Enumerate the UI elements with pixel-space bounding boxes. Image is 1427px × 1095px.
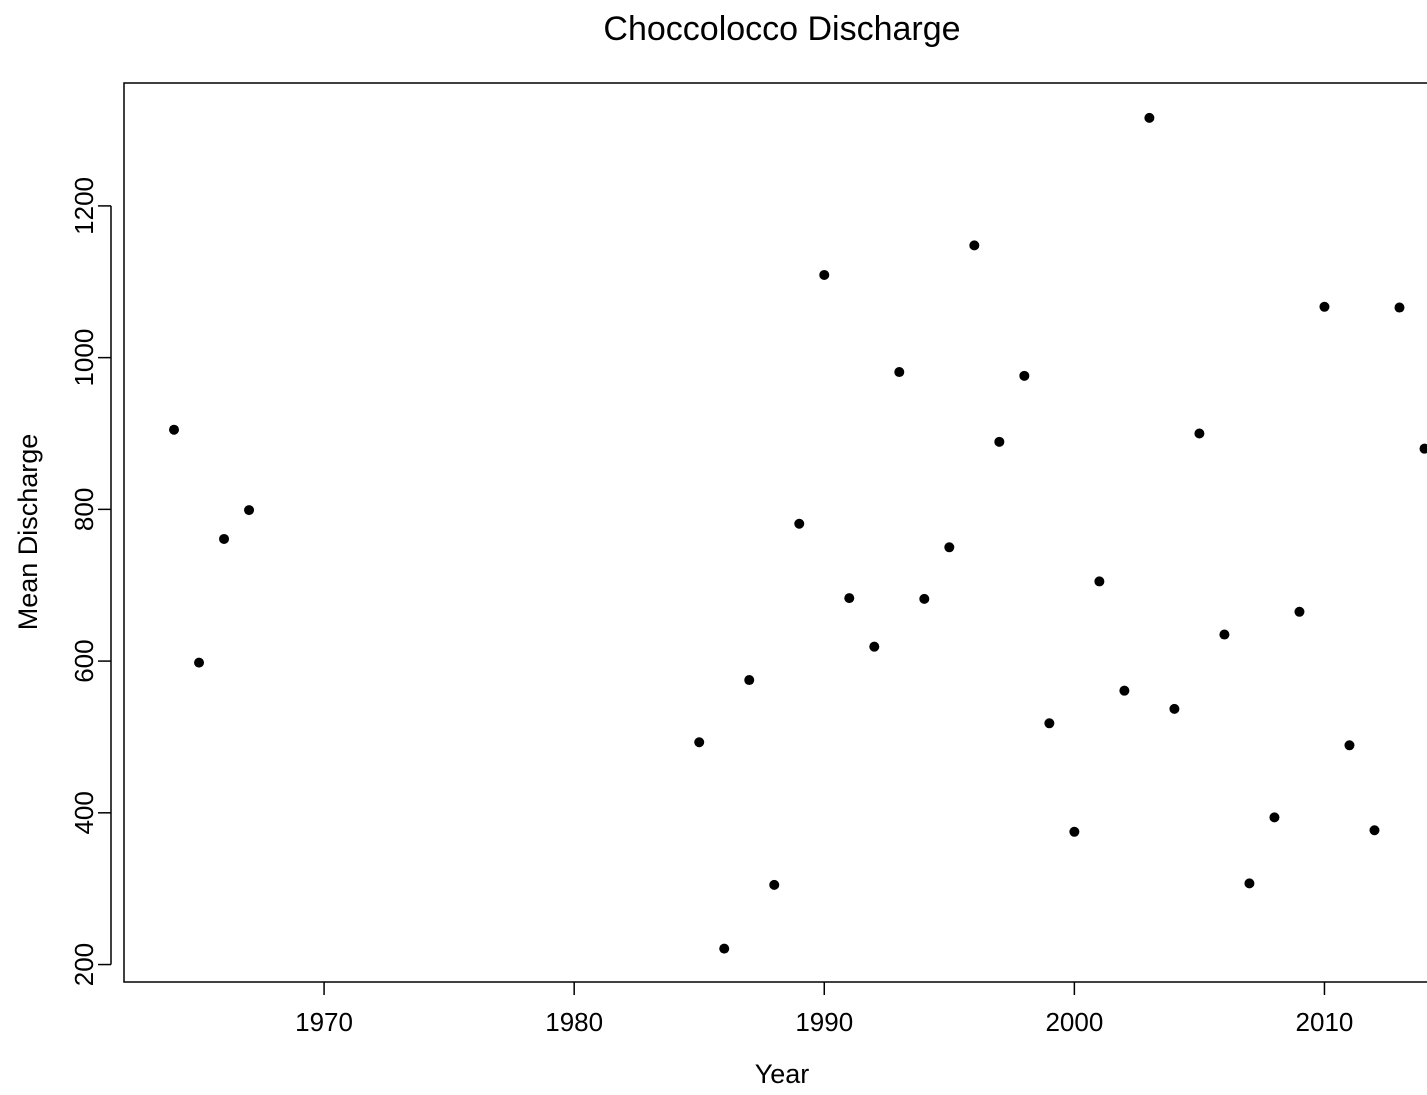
data-point [894, 367, 905, 378]
data-point [1394, 302, 1405, 313]
y-tick-label: 200 [69, 943, 99, 986]
data-point [219, 533, 230, 544]
data-point [1294, 606, 1305, 617]
data-point [919, 593, 930, 604]
data-point [819, 269, 830, 280]
y-tick-label: 400 [69, 791, 99, 834]
data-point [1344, 740, 1355, 751]
data-point [194, 657, 205, 668]
plot-frame [123, 82, 1427, 983]
y-tick-label: 600 [69, 639, 99, 682]
data-point [1119, 685, 1130, 696]
y-axis-label: Mean Discharge [13, 434, 43, 631]
data-point [1319, 301, 1330, 312]
x-tick-label: 1970 [295, 1007, 353, 1037]
data-point [1244, 878, 1255, 889]
data-point [869, 641, 880, 652]
data-point [1094, 576, 1105, 587]
data-point [1044, 718, 1055, 729]
data-point [1069, 826, 1080, 837]
y-tick-label: 1000 [69, 329, 99, 387]
data-point [744, 675, 755, 686]
data-point [694, 737, 705, 748]
x-tick-label: 2010 [1296, 1007, 1354, 1037]
data-point [769, 879, 780, 890]
y-tick-label: 1200 [69, 177, 99, 235]
data-point [719, 943, 730, 954]
data-point [244, 505, 255, 516]
data-point [994, 436, 1005, 447]
data-point [1169, 703, 1180, 714]
data-point [1194, 428, 1205, 439]
x-axis-label: Year [755, 1059, 810, 1089]
chart-title: Choccolocco Discharge [603, 10, 960, 48]
y-tick-label: 800 [69, 488, 99, 531]
data-point [1419, 443, 1427, 454]
data-point [944, 542, 955, 553]
data-point [1144, 112, 1155, 123]
data-point [1219, 629, 1230, 640]
data-point [1269, 812, 1280, 823]
x-tick-label: 1990 [795, 1007, 853, 1037]
data-point [1019, 370, 1030, 381]
data-points [169, 112, 1427, 954]
data-point [844, 593, 855, 604]
data-point [794, 518, 805, 529]
data-point [169, 424, 180, 435]
data-point [1369, 825, 1380, 836]
y-axis: 200 400 600 800 1000 1200 [69, 177, 112, 986]
data-point [969, 240, 980, 251]
x-tick-label: 1980 [545, 1007, 603, 1037]
x-tick-label: 2000 [1045, 1007, 1103, 1037]
x-axis: 1970 1980 1990 2000 2010 [295, 982, 1353, 1037]
